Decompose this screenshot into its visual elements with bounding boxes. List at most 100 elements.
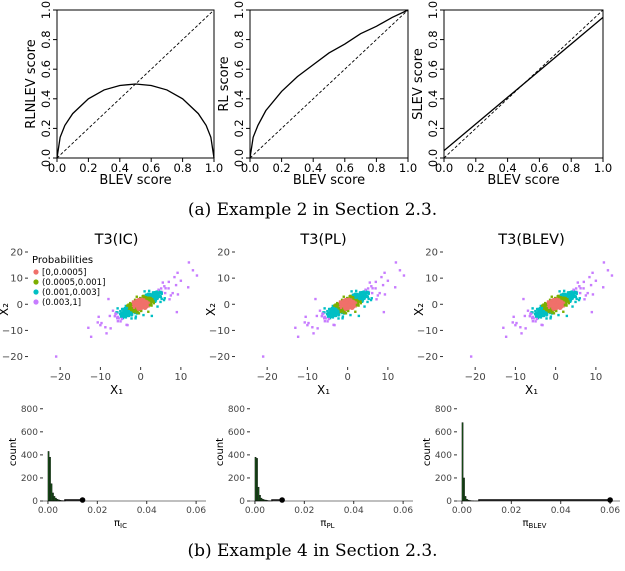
scatter-point xyxy=(565,304,568,307)
scatter-point xyxy=(358,295,362,298)
scatter-point xyxy=(115,311,118,314)
scatter-point xyxy=(173,275,176,279)
scatter-point xyxy=(316,327,319,330)
x-tick-label: 0.02 xyxy=(501,506,521,516)
scatter-point xyxy=(546,308,550,311)
scatter-point xyxy=(366,287,370,290)
scatter-point xyxy=(145,295,149,299)
scatter-point xyxy=(119,315,123,318)
scatter-point xyxy=(122,314,125,317)
scatter-point xyxy=(127,309,130,313)
scatter-point xyxy=(570,291,574,295)
scatter-point xyxy=(557,298,561,301)
scatter-point xyxy=(524,327,527,330)
scatter-point xyxy=(167,280,171,284)
scatter-point xyxy=(121,316,124,319)
scatter-point xyxy=(149,292,152,296)
x-tick-label: 0.6 xyxy=(336,161,354,175)
scatter-point xyxy=(574,300,577,304)
scatter-point xyxy=(564,292,567,296)
x-tick-label: 10 xyxy=(381,372,394,383)
scatter-point xyxy=(134,309,138,312)
legend-swatch xyxy=(33,289,39,295)
scatter-point xyxy=(553,300,556,303)
scatter-point xyxy=(139,307,143,311)
x-axis-label: X₁ xyxy=(110,383,123,397)
panel-b3: −20 −10 0 10 20 −20 −10 0 10 T3(BLEV) X₁ X₂ xyxy=(412,232,620,397)
scatter-point xyxy=(141,295,145,298)
y-axis-label: RLNLEV score xyxy=(24,39,39,128)
scatter-point xyxy=(109,327,112,330)
scatter-point xyxy=(591,293,595,296)
scatter-point xyxy=(152,292,156,296)
x-axis-label-subscript: PL xyxy=(326,522,334,530)
scatter-point xyxy=(169,294,173,297)
scatter-point xyxy=(543,311,546,314)
scatter-point xyxy=(350,290,353,293)
scatter-point xyxy=(322,312,325,315)
scatter-point xyxy=(356,299,360,303)
y-tick-label: 600 xyxy=(228,428,245,438)
scatter-point xyxy=(149,296,152,300)
x-tick-label: −20 xyxy=(50,372,71,383)
scatter-point xyxy=(560,295,564,299)
scatter-point xyxy=(545,307,548,310)
score-curve xyxy=(443,16,604,152)
scatter-point xyxy=(350,307,354,310)
x-tick-label: 0.8 xyxy=(173,161,191,175)
scatter-point xyxy=(571,305,574,308)
y-tick-label: 600 xyxy=(21,428,38,438)
x-axis-label: X₁ xyxy=(525,383,538,397)
scatter-point xyxy=(145,300,149,303)
scatter-point xyxy=(137,312,141,315)
scatter-point xyxy=(563,294,566,297)
scatter-point xyxy=(135,307,139,310)
panel-c2: 0 200 400 600 800 0.00 0.02 0.04 0.06 count πPL xyxy=(215,403,413,530)
scatter-point xyxy=(130,307,133,310)
scatter-point xyxy=(588,275,591,279)
scatter-point xyxy=(154,298,157,302)
scatter-point xyxy=(547,306,551,309)
histogram-bar xyxy=(53,496,56,502)
scatter-point xyxy=(191,269,195,272)
scatter-point xyxy=(152,300,155,303)
scatter-point xyxy=(536,316,539,319)
y-tick-label: 800 xyxy=(228,405,245,415)
histogram-bar xyxy=(55,497,57,502)
scatter-point xyxy=(566,291,570,294)
scatter-point xyxy=(591,271,594,275)
x-axis-label: BLEV score xyxy=(487,173,559,188)
scatter-point xyxy=(542,309,545,313)
scatter-point xyxy=(119,320,122,323)
scatter-point xyxy=(341,311,344,315)
y-tick-label: 400 xyxy=(21,451,38,461)
scatter-point xyxy=(582,287,585,290)
scatter-point xyxy=(354,296,357,299)
scatter-point xyxy=(122,310,125,314)
x-tick-label: 0.4 xyxy=(304,161,322,175)
scatter-point xyxy=(353,304,357,307)
scatter-point xyxy=(570,290,573,293)
scatter-point xyxy=(545,317,548,320)
scatter-point xyxy=(359,300,362,303)
x-tick-label: 0.0 xyxy=(241,161,259,175)
y-tick-label: 0 xyxy=(432,300,438,311)
scatter-point xyxy=(339,310,342,313)
y-axis-label: SLEV score xyxy=(411,48,426,120)
legend-swatch xyxy=(33,269,39,275)
scatter-point xyxy=(567,301,570,305)
scatter-point xyxy=(551,301,554,304)
x-tick-label: 0.04 xyxy=(137,506,157,516)
scatter-point xyxy=(136,304,139,307)
y-axis-label: RL score xyxy=(217,56,232,111)
scatter-point xyxy=(562,289,566,293)
histogram-bar xyxy=(256,458,258,502)
y-tick-label: 0.2 xyxy=(232,119,246,137)
scatter-point xyxy=(171,291,174,295)
plot-background xyxy=(43,403,206,501)
scatter-point xyxy=(129,308,133,312)
scatter-point xyxy=(586,291,589,295)
scatter-point xyxy=(567,300,570,303)
scatter-point xyxy=(361,295,365,299)
